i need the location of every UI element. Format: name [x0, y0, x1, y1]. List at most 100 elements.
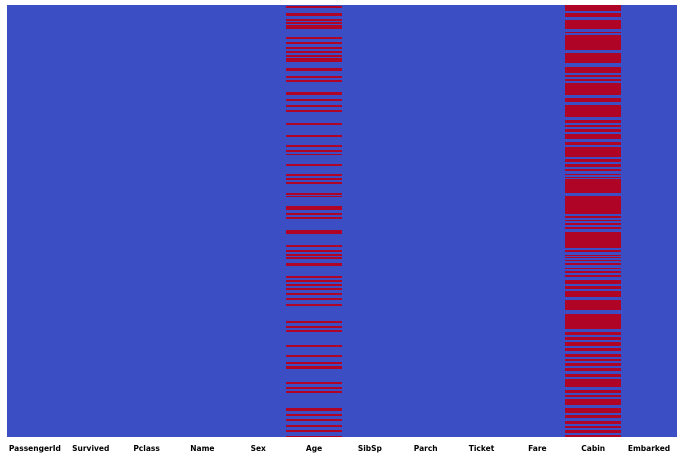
cabin-present-stripe	[565, 366, 622, 368]
cabin-present-stripe	[565, 413, 622, 415]
age-missing-stripe	[286, 99, 342, 101]
cabin-present-stripe	[565, 50, 622, 53]
cabin-present-stripe	[565, 11, 622, 13]
cabin-present-stripe	[565, 193, 622, 196]
x-axis-label-sex: Sex	[250, 444, 266, 453]
age-missing-stripe	[286, 193, 342, 195]
x-axis-labels: PassengerId Survived Pclass Name Sex Age SibSp…	[7, 437, 677, 461]
age-missing-stripe	[286, 256, 342, 259]
plot-area	[7, 5, 677, 437]
cabin-present-stripe	[565, 371, 622, 374]
age-missing-stripe	[286, 230, 342, 234]
cabin-present-stripe	[565, 102, 622, 105]
cabin-present-stripe	[565, 175, 622, 177]
age-missing-stripe	[286, 263, 342, 266]
cabin-present-stripe	[565, 258, 622, 260]
cabin-present-stripe	[565, 397, 622, 399]
age-missing-stripe	[286, 6, 342, 8]
age-missing-stripe	[286, 25, 342, 29]
cabin-present-stripe	[565, 377, 622, 379]
cabin-present-stripe	[565, 218, 622, 220]
cabin-present-stripe	[565, 73, 622, 75]
cabin-present-stripe	[565, 340, 622, 342]
cabin-present-stripe	[565, 335, 622, 337]
age-missing-stripe	[286, 47, 342, 49]
cabin-present-stripe	[565, 351, 622, 354]
cabin-present-stripe	[565, 157, 622, 159]
heatmap-column-pclass	[118, 5, 175, 437]
age-missing-stripe	[286, 105, 342, 107]
age-missing-stripe	[286, 76, 342, 78]
cabin-present-stripe	[565, 329, 622, 332]
age-missing-stripe	[286, 288, 342, 290]
cabin-present-stripe	[565, 177, 622, 179]
age-missing-stripe	[286, 245, 342, 247]
age-missing-stripe	[286, 321, 342, 323]
age-missing-stripe	[286, 19, 342, 21]
x-axis-label-parch: Parch	[413, 444, 438, 453]
age-missing-stripe	[286, 366, 342, 369]
age-missing-stripe	[286, 110, 342, 112]
cabin-present-stripe	[565, 405, 622, 408]
cabin-present-stripe	[565, 387, 622, 390]
cabin-present-stripe	[565, 273, 622, 275]
age-missing-stripe	[286, 408, 342, 411]
cabin-present-stripe	[565, 255, 622, 257]
age-missing-stripe	[286, 345, 342, 347]
heatmap-column-ticket	[453, 5, 510, 437]
age-missing-stripe	[286, 182, 342, 184]
age-missing-stripe	[286, 293, 342, 295]
age-missing-stripe	[286, 37, 342, 39]
cabin-present-stripe	[565, 433, 622, 435]
age-missing-stripe	[286, 51, 342, 53]
age-missing-stripe	[286, 153, 342, 155]
age-missing-stripe	[286, 164, 342, 166]
age-missing-stripe	[286, 254, 342, 256]
cabin-present-stripe	[565, 310, 622, 314]
age-missing-stripe	[286, 217, 342, 219]
age-missing-stripe	[286, 424, 342, 427]
cabin-present-stripe	[565, 277, 622, 280]
age-missing-stripe	[286, 250, 342, 252]
age-missing-stripe	[286, 435, 342, 437]
age-missing-stripe	[286, 284, 342, 286]
cabin-present-stripe	[565, 229, 622, 232]
cabin-present-stripe	[565, 29, 622, 32]
cabin-present-stripe	[565, 117, 622, 120]
age-missing-stripe	[286, 382, 342, 384]
cabin-present-stripe	[565, 132, 622, 134]
heatmap-column-sex	[230, 5, 287, 437]
age-missing-stripe	[286, 68, 342, 71]
cabin-present-stripe	[565, 269, 622, 271]
cabin-present-stripe	[565, 77, 622, 79]
age-missing-stripe	[286, 13, 342, 16]
cabin-present-stripe	[565, 428, 622, 430]
age-missing-stripe	[286, 178, 342, 180]
age-missing-stripe	[286, 80, 342, 82]
cabin-present-stripe	[565, 33, 622, 35]
cabin-present-stripe	[565, 265, 622, 268]
cabin-present-stripe	[565, 17, 622, 20]
x-axis-label-pclass: Pclass	[133, 444, 160, 453]
cabin-present-stripe	[565, 95, 622, 98]
cabin-present-stripe	[565, 63, 622, 67]
age-missing-stripe	[286, 174, 342, 176]
x-axis-label-embarked: Embarked	[627, 444, 671, 453]
cabin-present-stripe	[565, 361, 622, 363]
cabin-present-stripe	[565, 248, 622, 250]
age-missing-stripe	[286, 58, 342, 62]
age-missing-stripe	[286, 280, 342, 282]
age-missing-stripe	[286, 276, 342, 278]
cabin-present-stripe	[565, 284, 622, 286]
cabin-present-stripe	[565, 424, 622, 426]
age-missing-stripe	[286, 150, 342, 152]
age-missing-stripe	[286, 135, 342, 137]
heatmap-column-passengerid	[7, 5, 63, 437]
x-axis-label-sibsp: SibSp	[357, 444, 382, 453]
age-missing-stripe	[286, 326, 342, 328]
heatmap-column-name	[174, 5, 231, 437]
heatmap-column-sibsp	[341, 5, 398, 437]
age-missing-stripe	[286, 304, 342, 306]
age-missing-stripe	[286, 92, 342, 95]
